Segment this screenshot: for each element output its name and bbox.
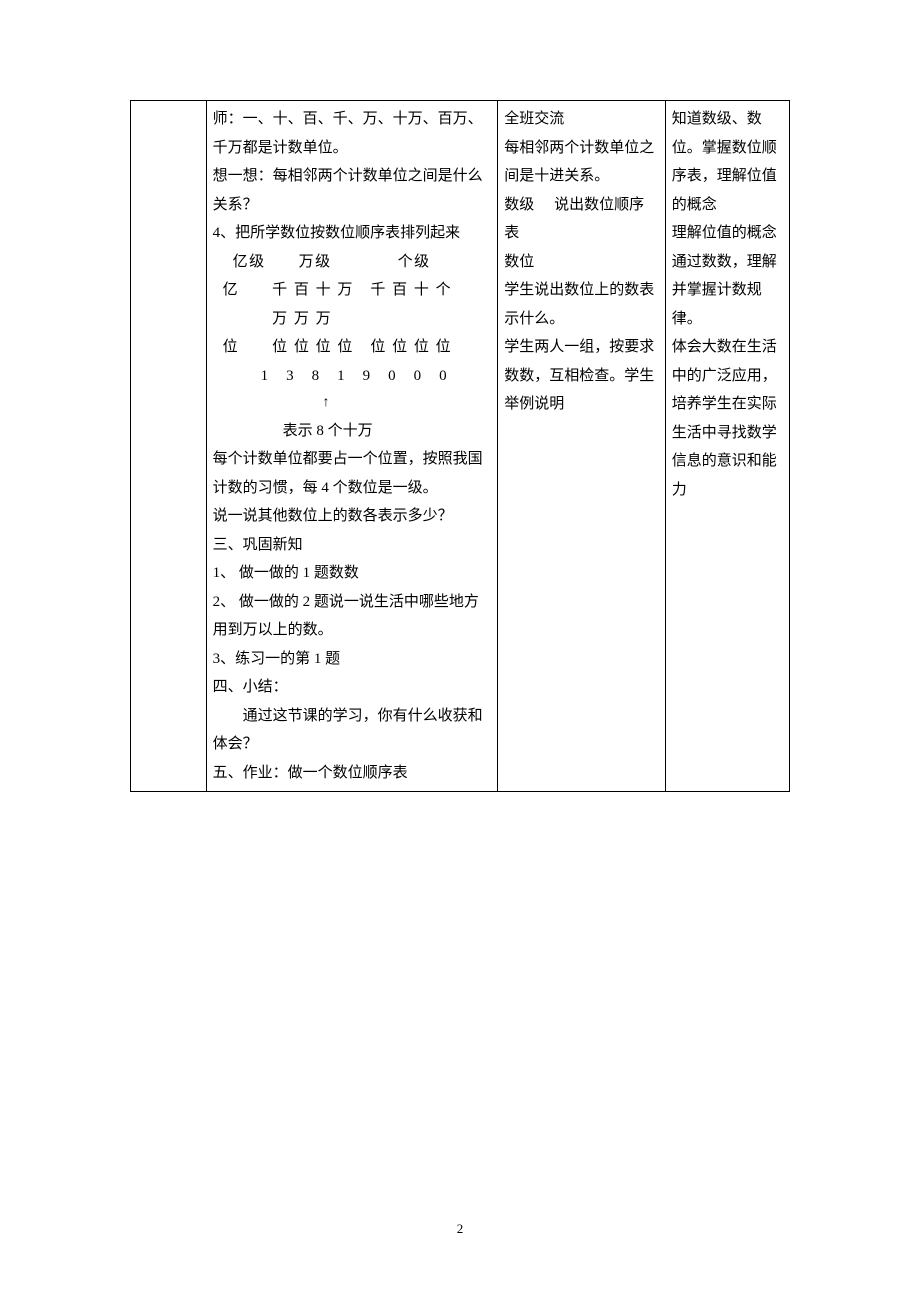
section5-title: 五、作业：做一个数位顺序表 <box>213 759 492 788</box>
col4-counting-rule: 通过数数，理解并掌握计数规律。 体会大数在生活中的广泛应用，培养学生在实际生活中… <box>672 248 783 505</box>
counting-unit-explain: 每个计数单位都要占一个位置，按照我国计数的习惯，每 4 个数位是一级。 <box>213 445 492 502</box>
cell-col1 <box>131 101 207 792</box>
cell-col4: 知道数级、数位。掌握数位顺序表，理解位值的概念 理解位值的概念 通过数数，理解并… <box>665 101 789 792</box>
col4-counting-rule-b: 体会大数在生活中的广泛应用，培养学生在实际生活中寻找数学信息的意识和能力 <box>672 339 777 498</box>
col3-ten-relation: 每相邻两个计数单位之间是十进关系。 <box>504 134 658 191</box>
col2-content: 师：一、十、百、千、万、十万、百万、千万都是计数单位。 想一想：每相邻两个计数单… <box>213 105 492 787</box>
col3-level-row: 数级 说出数位顺序表 <box>504 191 658 248</box>
col3-class-exchange: 全班交流 <box>504 105 658 134</box>
col4-understand-value: 理解位值的概念 <box>672 219 783 248</box>
place-heads-3: 位 位 位 位 位 位 位 位 位 <box>213 333 492 362</box>
page-number: 2 <box>0 1217 920 1242</box>
level-row: 亿级 万级 个级 <box>213 248 492 277</box>
col4-know-level: 知道数级、数位。掌握数位顺序表，理解位值的概念 <box>672 105 783 219</box>
col3-place: 数位 <box>504 248 658 277</box>
col3-level-label: 数级 <box>504 197 534 213</box>
table-row: 师：一、十、百、千、万、十万、百万、千万都是计数单位。 想一想：每相邻两个计数单… <box>131 101 790 792</box>
section3-item1: 1、 做一做的 1 题数数 <box>213 559 492 588</box>
place-heads-1: 亿 千 百 十 万 千 百 十 个 <box>213 276 492 305</box>
col4-counting-rule-a: 通过数数，理解并掌握计数规律。 <box>672 254 777 327</box>
teacher-line-units: 师：一、十、百、千、万、十万、百万、千万都是计数单位。 <box>213 105 492 162</box>
say-other-places: 说一说其他数位上的数各表示多少？ <box>213 502 492 531</box>
arrow-icon: ↑ <box>161 390 492 417</box>
section4-body: 通过这节课的学习，你有什么收获和体会？ <box>213 702 492 759</box>
cell-col3: 全班交流 每相邻两个计数单位之间是十进关系。 数级 说出数位顺序表 数位 学生说… <box>498 101 665 792</box>
section3-item3: 3、练习一的第 1 题 <box>213 645 492 674</box>
item4-intro: 4、把所学数位按数位顺序表排列起来 <box>213 219 492 248</box>
lesson-table: 师：一、十、百、千、万、十万、百万、千万都是计数单位。 想一想：每相邻两个计数单… <box>130 100 790 792</box>
arrow-label: 表示 8 个十万 <box>213 417 492 446</box>
section4-title: 四、小结： <box>213 673 492 702</box>
col3-student-say: 学生说出数位上的数表示什么。 <box>504 276 658 333</box>
cell-col2: 师：一、十、百、千、万、十万、百万、千万都是计数单位。 想一想：每相邻两个计数单… <box>206 101 498 792</box>
place-heads-2: 万 万 万 <box>213 305 492 334</box>
digits-row: 1 3 8 1 9 0 0 0 <box>213 362 492 391</box>
section3-title: 三、巩固新知 <box>213 531 492 560</box>
col3-pair-count: 学生两人一组，按要求数数，互相检查。学生举例说明 <box>504 333 658 419</box>
section3-item2: 2、 做一做的 2 题说一说生活中哪些地方用到万以上的数。 <box>213 588 492 645</box>
think-question: 想一想：每相邻两个计数单位之间是什么关系？ <box>213 162 492 219</box>
